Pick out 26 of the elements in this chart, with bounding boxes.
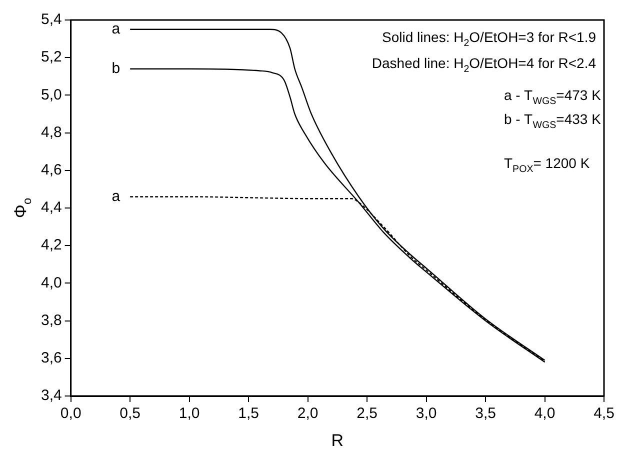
y-tick-label: 4,0 [40, 274, 62, 292]
y-tick-label: 5,0 [40, 86, 62, 104]
x-tick-label: 3,0 [416, 405, 437, 422]
y-tick-label: 3,8 [40, 312, 62, 329]
y-tick-label: 3,4 [40, 387, 62, 404]
y-tick-label: 4,6 [40, 162, 62, 179]
x-tick-label: 4,5 [594, 405, 614, 422]
x-tick-label: 2,5 [356, 405, 378, 422]
series-label: a [112, 188, 121, 205]
x-tick-label: 1,0 [178, 405, 200, 422]
x-axis-title: R [331, 431, 344, 450]
series-label: a [112, 20, 121, 38]
x-tick-label: 0,0 [60, 405, 82, 422]
x-tick-label: 0,5 [120, 405, 141, 422]
y-axis-title: Φo [11, 198, 34, 218]
y-tick-label: 4,4 [40, 199, 62, 216]
x-tick-label: 1,5 [238, 405, 259, 422]
y-tick-label: 3,6 [40, 350, 62, 367]
y-tick-label: 4,2 [40, 236, 62, 254]
y-tick-label: 5,4 [40, 11, 62, 28]
x-tick-label: 3,5 [475, 405, 496, 422]
x-tick-label: 2,0 [297, 405, 318, 422]
y-tick-label: 5,2 [40, 48, 62, 66]
x-tick-label: 4,0 [534, 405, 556, 422]
y-tick-label: 4,8 [40, 124, 62, 141]
series-label: b [112, 60, 120, 78]
